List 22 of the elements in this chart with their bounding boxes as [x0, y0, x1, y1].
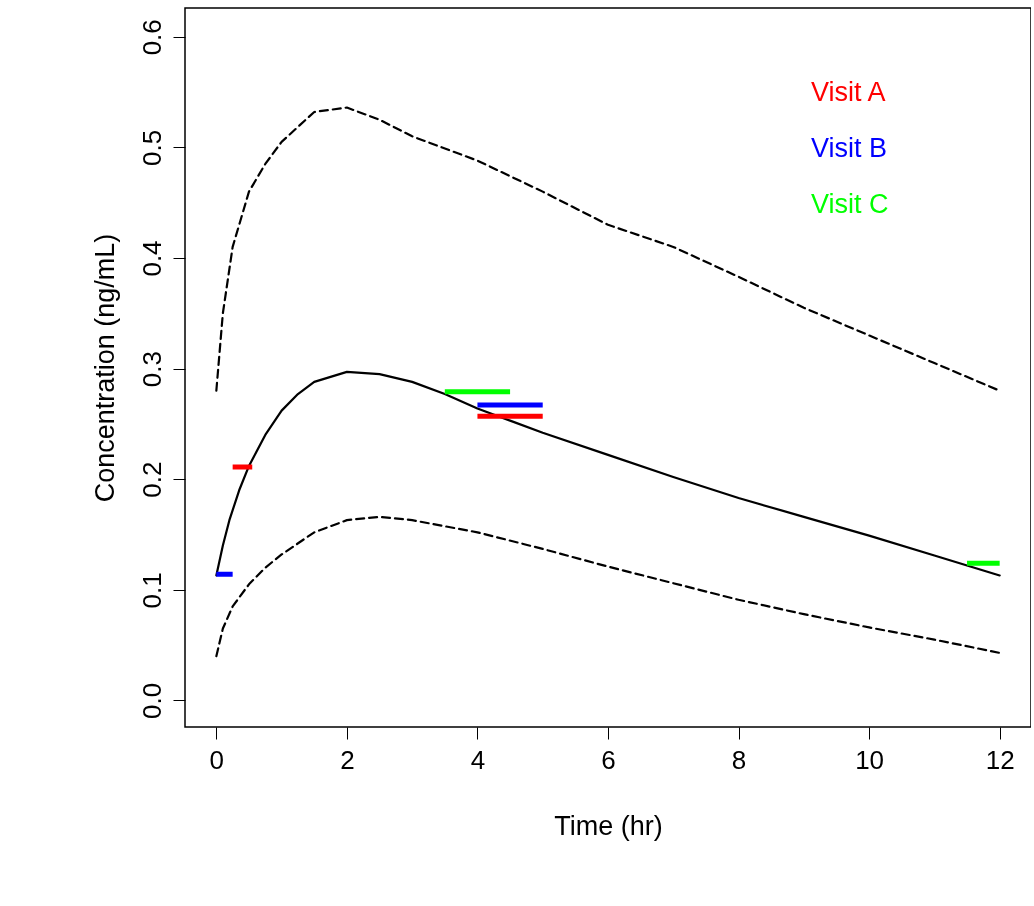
y-tick-label: 0.2	[136, 461, 167, 498]
line-series	[215, 370, 1001, 577]
x-tick-label: 4	[470, 744, 486, 775]
x-tick-label: 0	[209, 744, 225, 775]
y-tick-label: 0.5	[136, 129, 167, 166]
x-tick-label: 8	[731, 744, 747, 775]
line-series	[215, 106, 1001, 392]
x-tick-label: 2	[340, 744, 355, 775]
text: Visit C	[811, 189, 889, 219]
x-tick-label: 10	[855, 744, 885, 775]
y-tick-label: 0.0	[136, 682, 167, 720]
x-axis-title: Time (hr)	[554, 810, 663, 841]
y-axis-title: Concentration (ng/mL)	[89, 233, 120, 503]
y-tick-label: 0.4	[136, 240, 167, 277]
y-tick-label: 0.1	[136, 572, 167, 609]
x-tick-label: 6	[601, 744, 616, 775]
y-tick-label: 0.6	[136, 19, 167, 56]
x-tick-label: 12	[985, 744, 1015, 775]
text: Visit A	[811, 77, 886, 107]
text: Visit B	[811, 133, 888, 163]
line-series	[215, 515, 1001, 658]
y-tick-label: 0.3	[136, 351, 167, 388]
